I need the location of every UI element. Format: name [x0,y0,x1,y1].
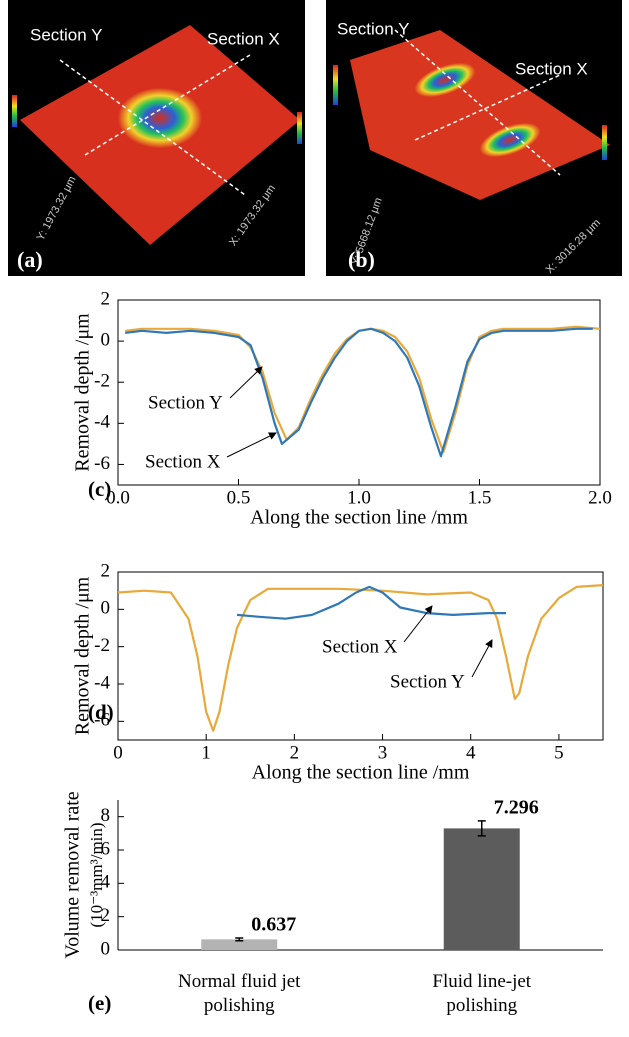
x-tick-label: 1 [201,742,211,763]
annotation: Section Y [390,671,465,692]
y-tick-label: 2 [101,905,111,926]
y-tick-label: 8 [101,805,111,826]
y-tick-label: -6 [94,453,110,474]
crater [479,122,541,158]
y-tick-label: 4 [101,872,111,893]
x-tick-label: 0.0 [106,487,130,508]
panel-label: (a) [17,247,43,272]
y-axis-label: (10⁻³mm³/min) [87,822,106,927]
x-axis-label: Along the section line /mm [250,507,468,529]
y-tick-label: -2 [94,635,110,656]
annotation: Section Y [148,392,223,413]
surface [350,30,610,200]
y-tick-label: -4 [94,412,110,433]
line [125,327,593,458]
x-tick-label: 0.5 [227,487,251,508]
annotation: Section X [322,636,398,657]
annotation: Section Y [337,19,409,38]
x-tick-label: 0 [113,742,123,763]
value-label: 0.637 [251,914,296,936]
y-tick-label: -6 [94,710,110,731]
x-tick-label: 1.0 [347,487,371,508]
x-tick-label: 2 [290,742,300,763]
plot-frame [117,571,604,741]
color-bar [333,65,338,105]
crater [414,62,476,98]
annotation: Section Y [30,25,102,44]
value-label: 7.296 [494,796,539,818]
y-tick-label: 2 [101,288,111,309]
arrow [229,366,263,399]
section-line [59,59,246,196]
panel-label: (d) [88,700,114,724]
bar [443,828,520,950]
y-axis-label: Volume removal rate [62,791,84,958]
annotation: Section X [207,29,280,48]
section-line [394,29,561,176]
x-tick-label: 1.5 [468,487,492,508]
panel-label: (c) [88,477,111,501]
y-tick-label: -4 [94,672,110,693]
x-tick-label: 2.0 [588,487,612,508]
bar [201,939,278,950]
line [125,325,601,454]
y-tick-label: 2 [101,560,111,581]
y-tick-label: 0 [101,938,111,959]
y-tick-label: -2 [94,371,110,392]
x-tick-label: Normal fluid jet polishing [178,971,301,1016]
y-tick-label: 0 [101,598,111,619]
color-bar [602,125,607,160]
x-tick-label: 3 [378,742,388,763]
x-tick-label: 4 [466,742,476,763]
arrow [403,605,433,643]
annotation: Section X [145,451,221,472]
y-axis-label: Removal depth /μm [72,313,94,472]
line [117,584,604,732]
error-bar [235,937,244,942]
arrow [226,432,277,458]
plot-frame [117,299,601,486]
line [236,585,506,620]
x-axis-label: Along the section line /mm [252,762,470,784]
x-tick-label: Fluid line-jet polishing [432,971,532,1016]
panel-label: (b) [348,247,375,272]
x-tick-label: 5 [554,742,564,763]
error-bar [477,820,486,837]
panel-label: (e) [88,991,111,1015]
y-tick-label: 0 [101,329,111,350]
color-bar [297,112,302,144]
annotation: Section X [515,59,588,78]
color-bar [12,95,17,127]
arrow [471,639,493,678]
section-line [414,74,561,141]
y-axis-label: Removal depth /μm [72,576,94,735]
crater [118,88,202,148]
y-tick-label: 6 [101,838,111,859]
